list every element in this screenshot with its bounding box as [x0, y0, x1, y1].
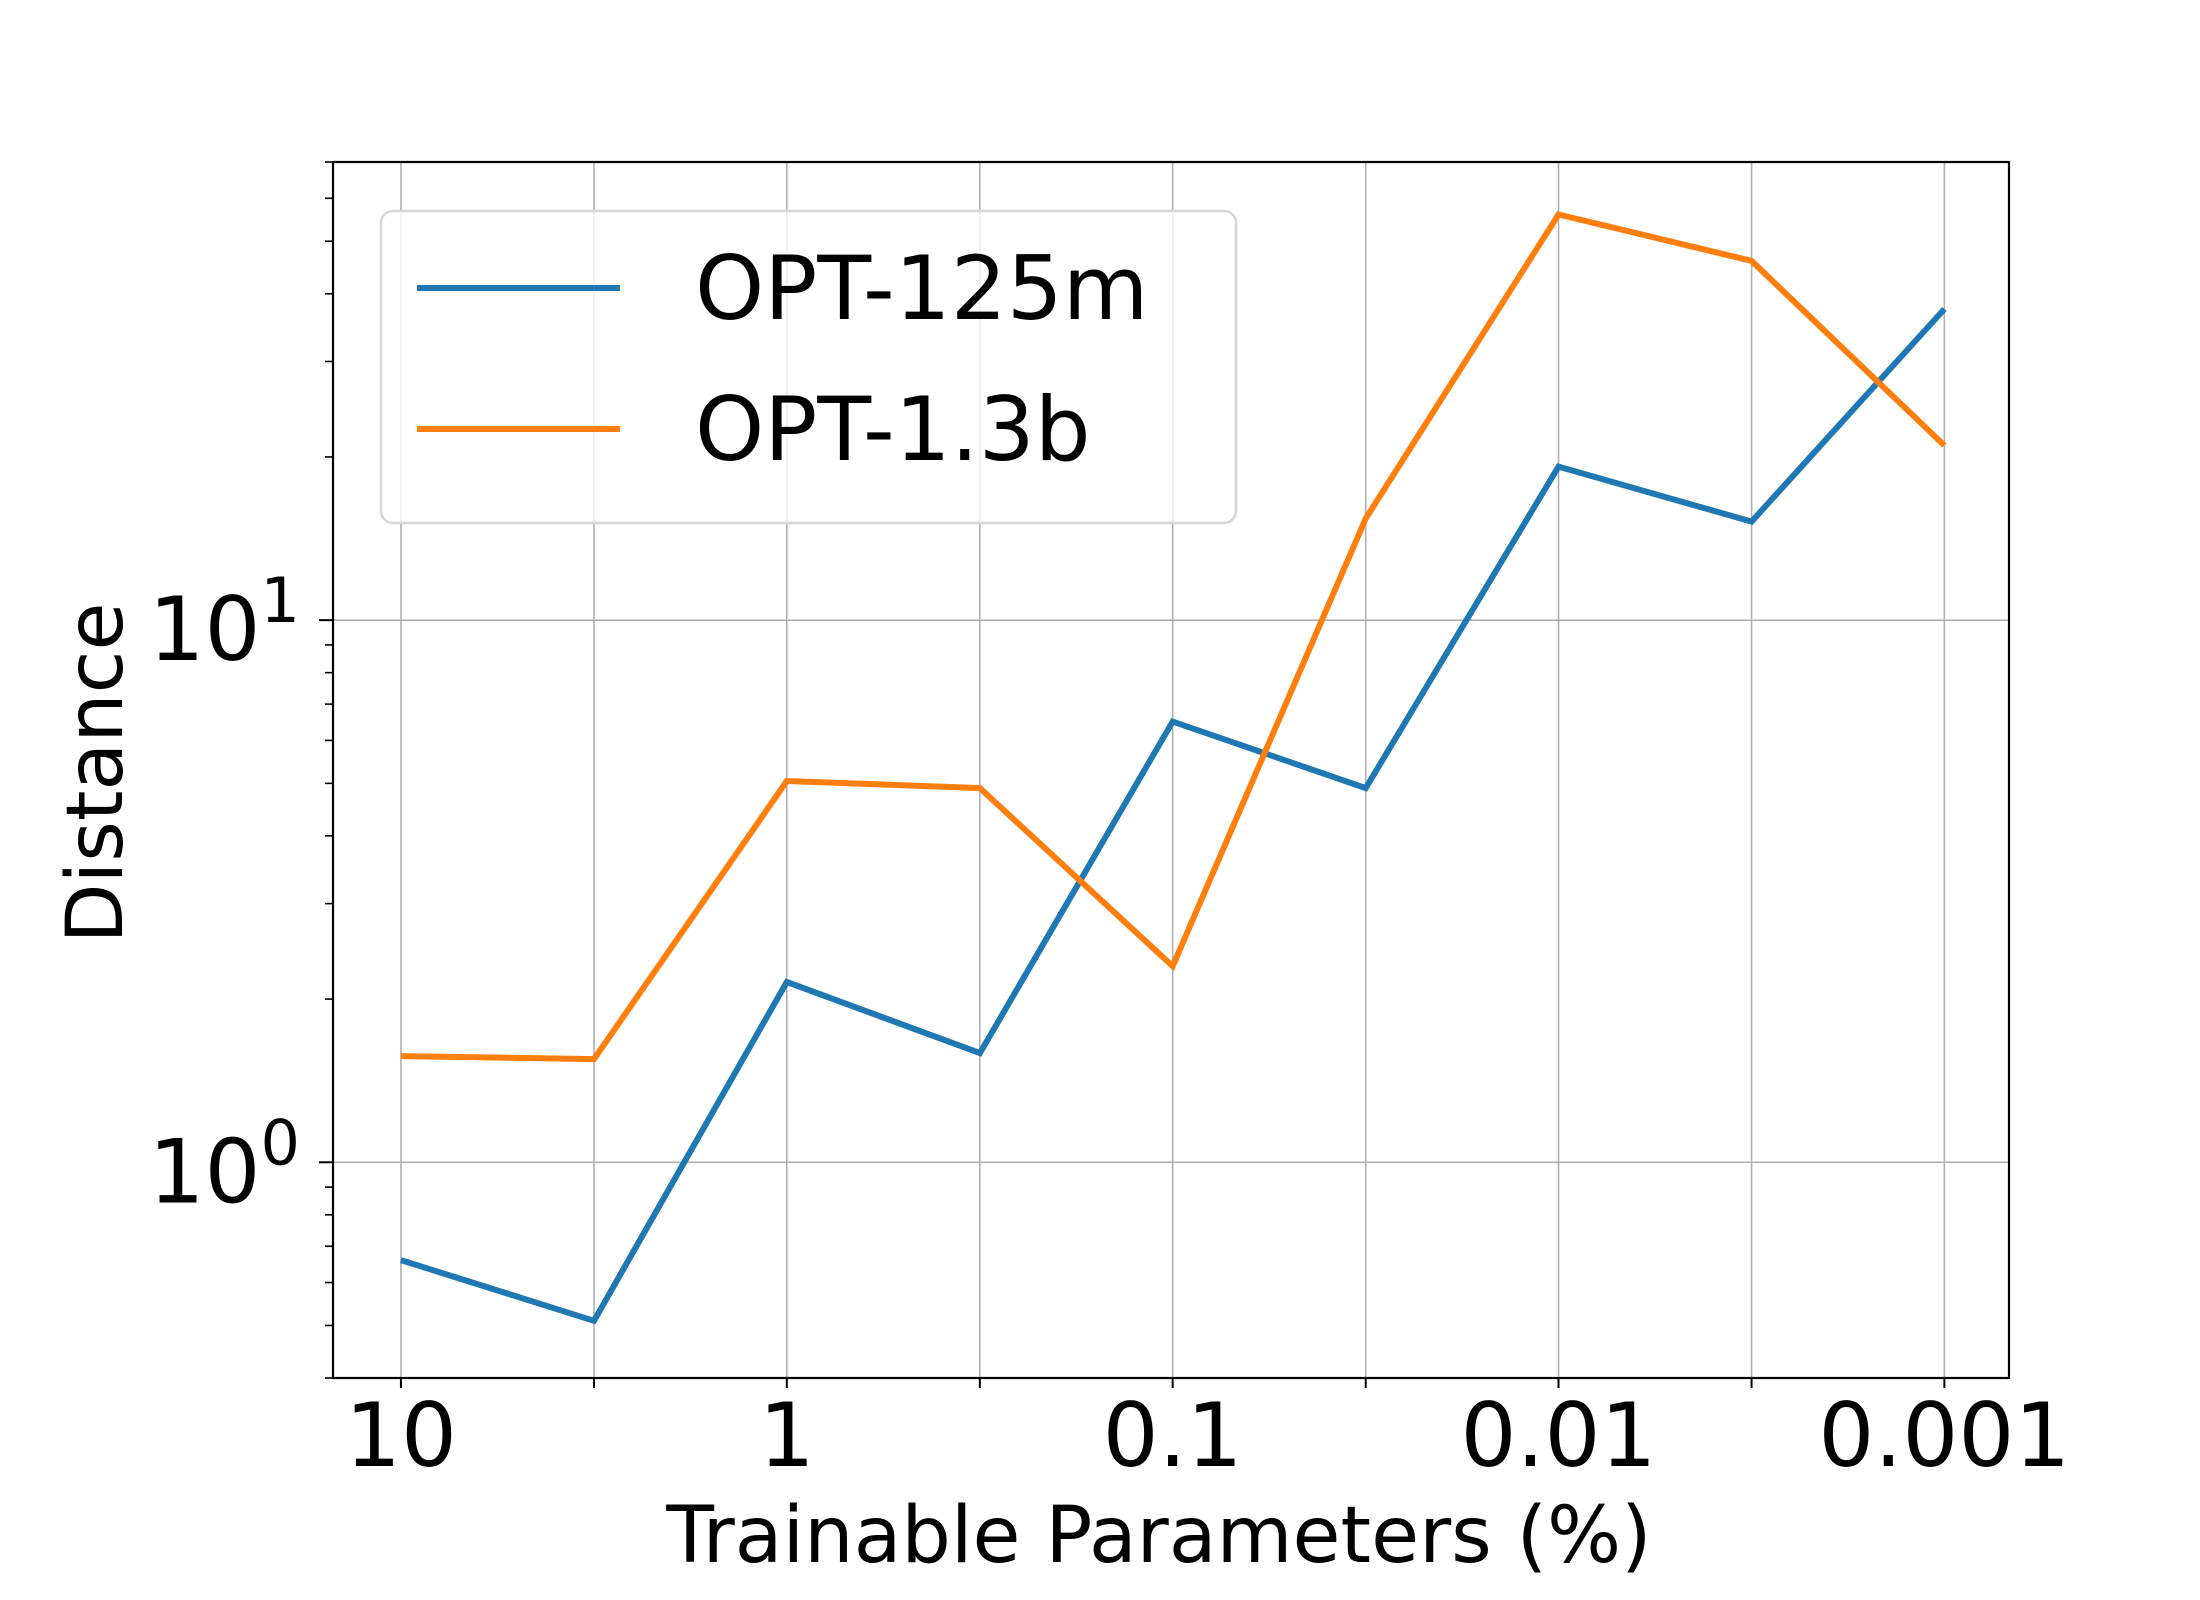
plot-area-frame: [331, 160, 2011, 1380]
x-tick-label: 0.01: [1461, 1384, 1657, 1487]
legend-label-opt-1-3b: OPT-1.3b: [695, 378, 1091, 481]
legend: OPT-125m OPT-1.3b: [379, 209, 1238, 525]
x-tick-label: 1: [759, 1384, 815, 1487]
axis-ticks: [319, 161, 1946, 1388]
y-tick-label: 101: [149, 564, 300, 681]
y-axis-label: Distance: [51, 602, 141, 943]
legend-label-opt-125m: OPT-125m: [695, 237, 1148, 340]
y-tick-label: 100: [149, 1106, 300, 1223]
x-tick-label: 10: [345, 1384, 457, 1487]
series-layer: [400, 211, 1947, 1325]
series-line-opt-125m: [400, 306, 1947, 1325]
x-tick-label: 0.1: [1103, 1384, 1243, 1487]
x-axis-label: Trainable Parameters (%): [665, 1491, 1651, 1581]
series-line-opt-1-3b: [400, 211, 1947, 1063]
x-tick-label: 0.001: [1818, 1384, 2070, 1487]
